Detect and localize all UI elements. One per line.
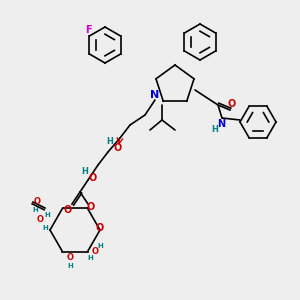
Text: H: H (82, 167, 88, 176)
Text: H: H (106, 137, 113, 146)
Text: O: O (67, 254, 73, 262)
Text: O: O (37, 215, 44, 224)
Text: H: H (87, 255, 93, 261)
Text: H: H (212, 125, 218, 134)
Text: F: F (85, 25, 91, 35)
Text: O: O (114, 143, 122, 153)
Text: O: O (64, 205, 72, 215)
Text: H: H (67, 263, 73, 269)
Text: O: O (92, 248, 98, 256)
Text: H: H (97, 243, 103, 249)
Text: O: O (87, 202, 95, 212)
Text: O: O (34, 197, 40, 206)
Text: O: O (96, 223, 104, 233)
Text: H: H (44, 212, 50, 218)
Text: H: H (42, 225, 48, 231)
Text: N: N (217, 119, 225, 129)
Text: H: H (32, 207, 38, 213)
Text: O: O (228, 99, 236, 109)
Text: O: O (89, 173, 97, 183)
Text: N: N (150, 90, 160, 100)
